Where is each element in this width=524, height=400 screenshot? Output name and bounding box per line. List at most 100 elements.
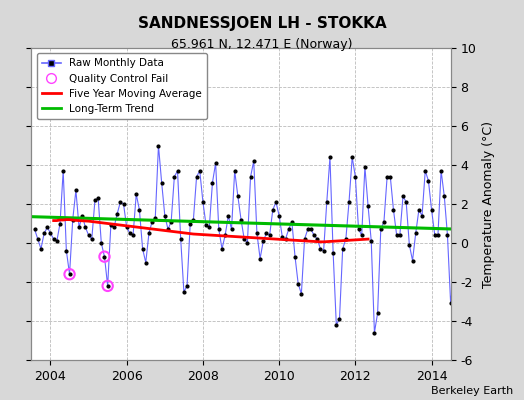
Point bbox=[199, 199, 207, 205]
Point bbox=[405, 242, 413, 248]
Point bbox=[351, 174, 359, 180]
Point bbox=[189, 216, 198, 223]
Point bbox=[421, 168, 430, 174]
Point bbox=[103, 283, 112, 289]
Point bbox=[94, 195, 102, 201]
Point bbox=[418, 212, 426, 219]
Point bbox=[145, 230, 153, 236]
Point bbox=[97, 240, 105, 246]
Point bbox=[103, 283, 112, 289]
Point bbox=[488, 212, 496, 219]
Point bbox=[119, 201, 128, 207]
Point bbox=[208, 179, 216, 186]
Point bbox=[88, 236, 96, 242]
Point bbox=[446, 300, 455, 307]
Point bbox=[342, 236, 350, 242]
Point bbox=[497, 160, 506, 166]
Point bbox=[357, 232, 366, 238]
Point bbox=[59, 168, 68, 174]
Point bbox=[205, 224, 213, 230]
Point bbox=[100, 254, 108, 260]
Point bbox=[167, 218, 176, 225]
Point bbox=[157, 179, 166, 186]
Point bbox=[240, 236, 248, 242]
Point bbox=[377, 226, 385, 232]
Text: 65.961 N, 12.471 E (Norway): 65.961 N, 12.471 E (Norway) bbox=[171, 38, 353, 51]
Point bbox=[380, 218, 388, 225]
Point bbox=[465, 212, 474, 219]
Point bbox=[221, 232, 230, 238]
Point bbox=[126, 230, 134, 236]
Point bbox=[383, 174, 391, 180]
Point bbox=[424, 178, 433, 184]
Point bbox=[367, 238, 375, 244]
Point bbox=[361, 164, 369, 170]
Point bbox=[408, 257, 417, 264]
Point bbox=[278, 234, 287, 240]
Point bbox=[231, 168, 239, 174]
Point bbox=[456, 207, 464, 213]
Point bbox=[478, 134, 487, 141]
Point bbox=[396, 232, 404, 238]
Point bbox=[453, 218, 461, 225]
Point bbox=[303, 226, 312, 232]
Point bbox=[519, 212, 524, 219]
Point bbox=[339, 246, 347, 252]
Point bbox=[513, 197, 521, 203]
Point bbox=[266, 232, 274, 238]
Point bbox=[494, 193, 503, 199]
Point bbox=[482, 228, 490, 234]
Text: SANDNESSJOEN LH - STOKKA: SANDNESSJOEN LH - STOKKA bbox=[138, 16, 386, 31]
Point bbox=[510, 238, 518, 244]
Point bbox=[310, 232, 318, 238]
Point bbox=[138, 246, 147, 252]
Point bbox=[202, 222, 210, 229]
Point bbox=[370, 330, 379, 336]
Point bbox=[256, 255, 264, 262]
Point bbox=[81, 224, 90, 230]
Point bbox=[151, 214, 159, 221]
Point bbox=[316, 246, 325, 252]
Point bbox=[227, 226, 236, 232]
Point bbox=[52, 238, 61, 244]
Point bbox=[485, 290, 493, 297]
Point bbox=[459, 174, 467, 180]
Point bbox=[161, 212, 169, 219]
Point bbox=[72, 187, 80, 194]
Point bbox=[285, 226, 293, 232]
Point bbox=[475, 148, 484, 154]
Point bbox=[269, 207, 277, 213]
Point bbox=[411, 230, 420, 236]
Point bbox=[183, 283, 191, 289]
Point bbox=[180, 288, 188, 295]
Point bbox=[335, 316, 344, 322]
Point bbox=[307, 226, 315, 232]
Point bbox=[116, 199, 125, 205]
Point bbox=[462, 183, 471, 190]
Point bbox=[437, 168, 445, 174]
Point bbox=[374, 310, 382, 316]
Point bbox=[195, 168, 204, 174]
Point bbox=[275, 212, 283, 219]
Point bbox=[262, 230, 270, 236]
Point bbox=[434, 232, 442, 238]
Point bbox=[272, 199, 280, 205]
Point bbox=[392, 232, 401, 238]
Point bbox=[215, 226, 223, 232]
Point bbox=[326, 154, 334, 160]
Legend: Raw Monthly Data, Quality Control Fail, Five Year Moving Average, Long-Term Tren: Raw Monthly Data, Quality Control Fail, … bbox=[37, 53, 207, 119]
Point bbox=[129, 232, 137, 238]
Point bbox=[246, 174, 255, 180]
Point bbox=[249, 158, 258, 164]
Point bbox=[259, 238, 267, 244]
Point bbox=[173, 168, 182, 174]
Point bbox=[30, 226, 39, 232]
Point bbox=[40, 230, 48, 236]
Point bbox=[243, 240, 252, 246]
Point bbox=[218, 246, 226, 252]
Point bbox=[141, 259, 150, 266]
Point bbox=[399, 193, 407, 199]
Y-axis label: Temperature Anomaly (°C): Temperature Anomaly (°C) bbox=[482, 120, 495, 288]
Point bbox=[300, 236, 309, 242]
Point bbox=[234, 193, 242, 199]
